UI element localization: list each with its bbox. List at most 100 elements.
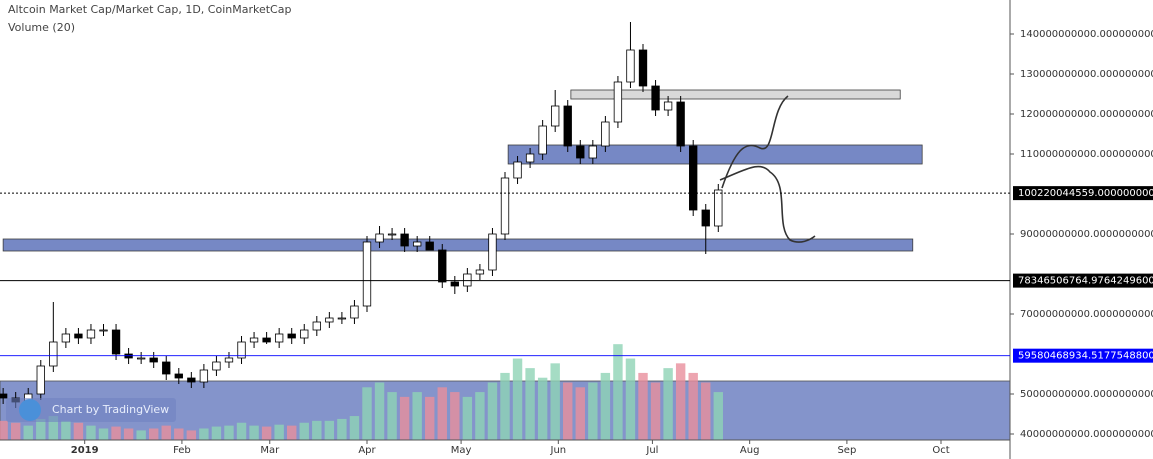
candle-body <box>676 101 685 147</box>
volume-bar <box>462 396 473 440</box>
volume-bar <box>713 392 723 440</box>
candle-body <box>638 49 648 87</box>
volume-bar <box>387 392 397 440</box>
watermark: Chart by TradingView <box>6 398 176 422</box>
candle-body <box>538 125 547 155</box>
candle-body <box>187 377 196 383</box>
volume-bar <box>136 430 146 440</box>
volume-bar <box>450 392 460 440</box>
drawing-path <box>719 165 816 243</box>
x-tick-label: Sep <box>837 445 856 456</box>
candle-body <box>325 317 334 323</box>
candle-body <box>337 317 347 320</box>
candle-body <box>425 241 434 251</box>
candle-body <box>300 329 309 339</box>
y-tick-label: 120000000000.0000000000 <box>1020 109 1153 120</box>
x-tick-label: Apr <box>358 445 376 456</box>
candle-body <box>49 341 58 367</box>
volume-bar <box>10 422 21 440</box>
price-label: 100220044559.0000000000 <box>1018 188 1153 199</box>
volume-bar <box>500 372 510 440</box>
volume-bar <box>186 430 197 440</box>
candle-body <box>199 369 209 383</box>
candle-body <box>387 233 397 236</box>
x-tick-label: Aug <box>740 445 760 456</box>
volume-bar <box>287 425 297 440</box>
volume-bar <box>675 363 686 440</box>
volume-bar <box>425 396 435 440</box>
volume-bar <box>588 382 598 440</box>
volume-bar <box>98 428 109 440</box>
volume-bar <box>111 426 121 440</box>
candle-body <box>287 333 296 339</box>
candle-body <box>513 161 522 179</box>
volume-bar <box>575 387 585 440</box>
candle-body <box>136 357 146 360</box>
volume-bar <box>249 425 259 440</box>
candle-body <box>714 189 723 227</box>
candle-body <box>438 249 447 283</box>
candle-body <box>525 153 535 163</box>
x-tick-label: Mar <box>260 445 280 456</box>
volume-label: Volume (20) <box>8 21 75 34</box>
candle-body <box>413 241 422 247</box>
zone <box>570 89 901 100</box>
candle-body <box>86 329 96 339</box>
candle-body <box>563 105 572 147</box>
volume-bar <box>211 426 222 440</box>
watermark-logo <box>19 399 41 421</box>
candle-body <box>450 281 459 287</box>
price-label-bg <box>1013 186 1153 201</box>
volume-bar <box>412 392 422 440</box>
candle-body <box>262 337 271 343</box>
volume-bar <box>312 420 322 440</box>
price-label-bg <box>1013 348 1153 363</box>
candle-body <box>237 341 246 359</box>
volume-bar <box>148 428 159 440</box>
x-tick-label: Oct <box>932 445 949 456</box>
volume-bar <box>23 425 33 440</box>
chart-title: Altcoin Market Cap/Market Cap, 1D, CoinM… <box>8 3 291 16</box>
volume-bar <box>399 396 410 440</box>
candle-body <box>488 233 497 271</box>
volume-bar <box>613 344 623 440</box>
candle-body <box>613 81 623 123</box>
candle-body <box>36 365 45 395</box>
volume-bar <box>525 368 535 440</box>
volume-bar <box>61 420 71 440</box>
candle-body <box>212 361 221 371</box>
candle-body <box>375 233 384 243</box>
candle-body <box>149 357 158 363</box>
volume-bar <box>563 382 573 440</box>
candle-body <box>626 49 635 83</box>
volume-bar <box>650 382 661 440</box>
y-tick-label: 40000000000.0000000000 <box>1020 429 1153 440</box>
candle-body <box>249 337 259 343</box>
drawing-path <box>721 95 789 189</box>
volume-bar <box>73 422 84 440</box>
watermark-text: Chart by TradingView <box>52 403 169 416</box>
volume-bar <box>701 382 711 440</box>
volume-bar <box>512 358 523 440</box>
candle-body <box>362 241 372 307</box>
volume-bar <box>537 377 548 440</box>
volume-bar <box>625 358 636 440</box>
volume-bar <box>0 420 8 440</box>
y-tick-label: 90000000000.0000000000 <box>1020 229 1153 240</box>
candle-body <box>224 357 234 363</box>
volume-bar <box>349 416 360 440</box>
volume-bar <box>174 428 184 440</box>
volume-bar <box>374 382 385 440</box>
volume-bar <box>362 387 372 440</box>
volume-bar <box>437 387 447 440</box>
candle-body <box>111 329 121 355</box>
y-tick-label: 140000000000.0000000000 <box>1020 29 1153 40</box>
x-tick-label: May <box>451 445 472 456</box>
volume-bar <box>236 422 247 440</box>
candle-body <box>312 321 321 331</box>
candle-body <box>162 361 171 375</box>
zone <box>2 238 914 252</box>
volume-bar <box>600 372 611 440</box>
volume-bar <box>688 372 698 440</box>
